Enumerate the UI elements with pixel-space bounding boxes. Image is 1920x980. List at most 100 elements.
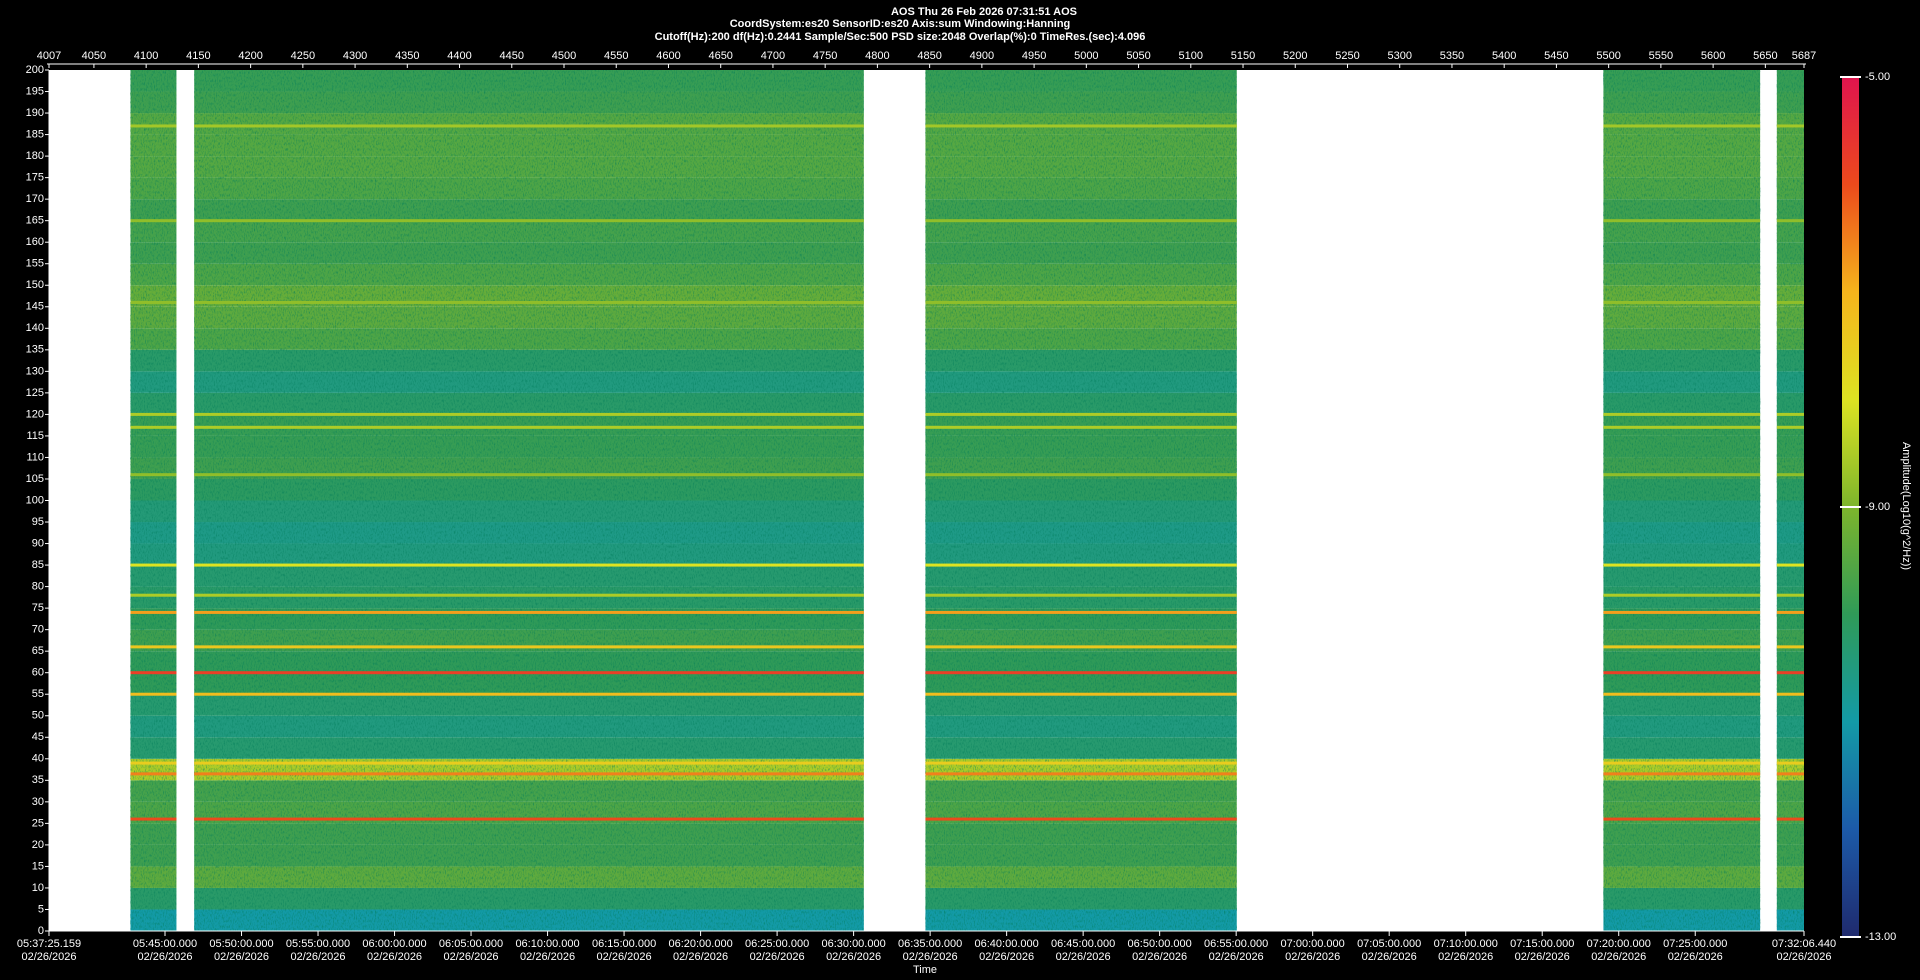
time-tick-date: 02/26/2026 xyxy=(750,951,805,963)
spectral-line xyxy=(1603,473,1761,477)
spectral-line xyxy=(1776,817,1804,821)
spectral-line xyxy=(194,563,864,567)
spectral-line xyxy=(1603,124,1761,128)
y-tick-label: 125 xyxy=(26,387,44,399)
spectral-line xyxy=(194,645,864,649)
x-tick-label: 4350 xyxy=(395,50,419,62)
spectral-line xyxy=(925,412,1237,416)
spectral-line xyxy=(925,425,1237,429)
x-tick-label: 4750 xyxy=(813,50,837,62)
spectral-line xyxy=(130,219,177,223)
y-tick-label: 160 xyxy=(26,236,44,248)
y-tick-label: 115 xyxy=(26,430,44,442)
time-tick-date: 02/26/2026 xyxy=(21,951,76,963)
time-tick-date: 02/26/2026 xyxy=(826,951,881,963)
spectral-line xyxy=(194,671,864,675)
y-tick-label: 0 xyxy=(38,925,44,937)
spectral-line xyxy=(130,645,177,649)
x-tick-label: 5650 xyxy=(1753,50,1777,62)
colorbar-label: Amplitude(Log10(g^2/Hz)) xyxy=(1900,442,1912,570)
y-tick-label: 185 xyxy=(26,128,44,140)
time-tick-label: 07:05:00.000 xyxy=(1357,938,1421,950)
time-tick-label: 07:15:00.000 xyxy=(1510,938,1574,950)
spectral-line xyxy=(925,124,1237,128)
time-tick-label: 07:25:00.000 xyxy=(1663,938,1727,950)
spectral-line xyxy=(130,761,177,765)
spectral-line xyxy=(925,645,1237,649)
time-tick-date: 02/26/2026 xyxy=(367,951,422,963)
y-tick-label: 135 xyxy=(26,344,44,356)
time-tick-label: 07:32:06.440 xyxy=(1772,938,1836,950)
x-tick-label: 5600 xyxy=(1701,50,1725,62)
spectral-line xyxy=(1776,645,1804,649)
chart-subtitle: Cutoff(Hz):200 df(Hz):0.2441 Sample/Sec:… xyxy=(655,31,1146,43)
spectral-line xyxy=(1603,610,1761,614)
time-tick-label: 05:37:25.159 xyxy=(17,938,81,950)
spectral-line xyxy=(130,772,177,776)
y-tick-label: 150 xyxy=(26,279,44,291)
x-tick-label: 4300 xyxy=(343,50,367,62)
spectral-line xyxy=(925,473,1237,477)
time-tick-label: 06:00:00.000 xyxy=(362,938,426,950)
time-tick-date: 02/26/2026 xyxy=(903,951,958,963)
colorbar-tick-label: -5.00 xyxy=(1865,71,1890,83)
time-tick-label: 06:35:00.000 xyxy=(898,938,962,950)
time-tick-label: 06:30:00.000 xyxy=(821,938,885,950)
spectral-line xyxy=(925,610,1237,614)
y-tick-label: 65 xyxy=(32,645,44,657)
spectral-line xyxy=(1603,817,1761,821)
spectral-line xyxy=(925,761,1237,765)
y-tick-label: 10 xyxy=(32,882,44,894)
y-tick-label: 200 xyxy=(26,64,44,76)
spectral-line xyxy=(1776,692,1804,696)
y-tick-label: 40 xyxy=(32,753,44,765)
y-tick-label: 120 xyxy=(26,408,44,420)
time-tick-label: 07:00:00.000 xyxy=(1281,938,1345,950)
y-tick-label: 90 xyxy=(32,537,44,549)
spectral-line xyxy=(925,563,1237,567)
spectral-line xyxy=(1776,124,1804,128)
y-tick-label: 15 xyxy=(32,860,44,872)
spectral-line xyxy=(1603,772,1761,776)
spectral-line xyxy=(194,692,864,696)
spectral-line xyxy=(194,124,864,128)
time-tick-label: 06:50:00.000 xyxy=(1128,938,1192,950)
time-tick-label: 07:20:00.000 xyxy=(1587,938,1651,950)
spectral-line xyxy=(925,692,1237,696)
data-segment xyxy=(925,70,1237,931)
spectral-line xyxy=(1603,593,1761,597)
y-tick-label: 85 xyxy=(32,559,44,571)
data-segment xyxy=(1603,70,1761,931)
x-tick-label: 5250 xyxy=(1335,50,1359,62)
time-tick-date: 02/26/2026 xyxy=(137,951,192,963)
spectral-line xyxy=(1603,761,1761,765)
x-tick-label: 4500 xyxy=(552,50,576,62)
y-tick-label: 130 xyxy=(26,365,44,377)
chart-title: AOS Thu 26 Feb 2026 07:31:51 AOS xyxy=(891,6,1077,18)
colorbar-tick-label: -9.00 xyxy=(1865,501,1890,513)
spectral-line xyxy=(1776,761,1804,765)
time-tick-label: 05:50:00.000 xyxy=(209,938,273,950)
x-tick-label: 5300 xyxy=(1387,50,1411,62)
y-tick-label: 55 xyxy=(32,688,44,700)
spectral-line xyxy=(1603,645,1761,649)
spectral-line xyxy=(194,425,864,429)
texture xyxy=(1603,70,1761,931)
time-tick-date: 02/26/2026 xyxy=(1285,951,1340,963)
y-tick-label: 190 xyxy=(26,107,44,119)
x-axis-label: Time xyxy=(913,964,937,976)
x-tick-label: 4900 xyxy=(970,50,994,62)
time-tick-label: 06:45:00.000 xyxy=(1051,938,1115,950)
x-tick-label: 4450 xyxy=(500,50,524,62)
spectral-line xyxy=(925,300,1237,304)
y-tick-label: 80 xyxy=(32,581,44,593)
spectral-line xyxy=(1776,300,1804,304)
x-tick-label: 4150 xyxy=(186,50,210,62)
y-tick-label: 175 xyxy=(26,172,44,184)
y-tick-label: 35 xyxy=(32,774,44,786)
x-tick-label: 4650 xyxy=(708,50,732,62)
y-tick-label: 5 xyxy=(38,903,44,915)
x-tick-label: 4250 xyxy=(291,50,315,62)
time-tick-date: 02/26/2026 xyxy=(214,951,269,963)
